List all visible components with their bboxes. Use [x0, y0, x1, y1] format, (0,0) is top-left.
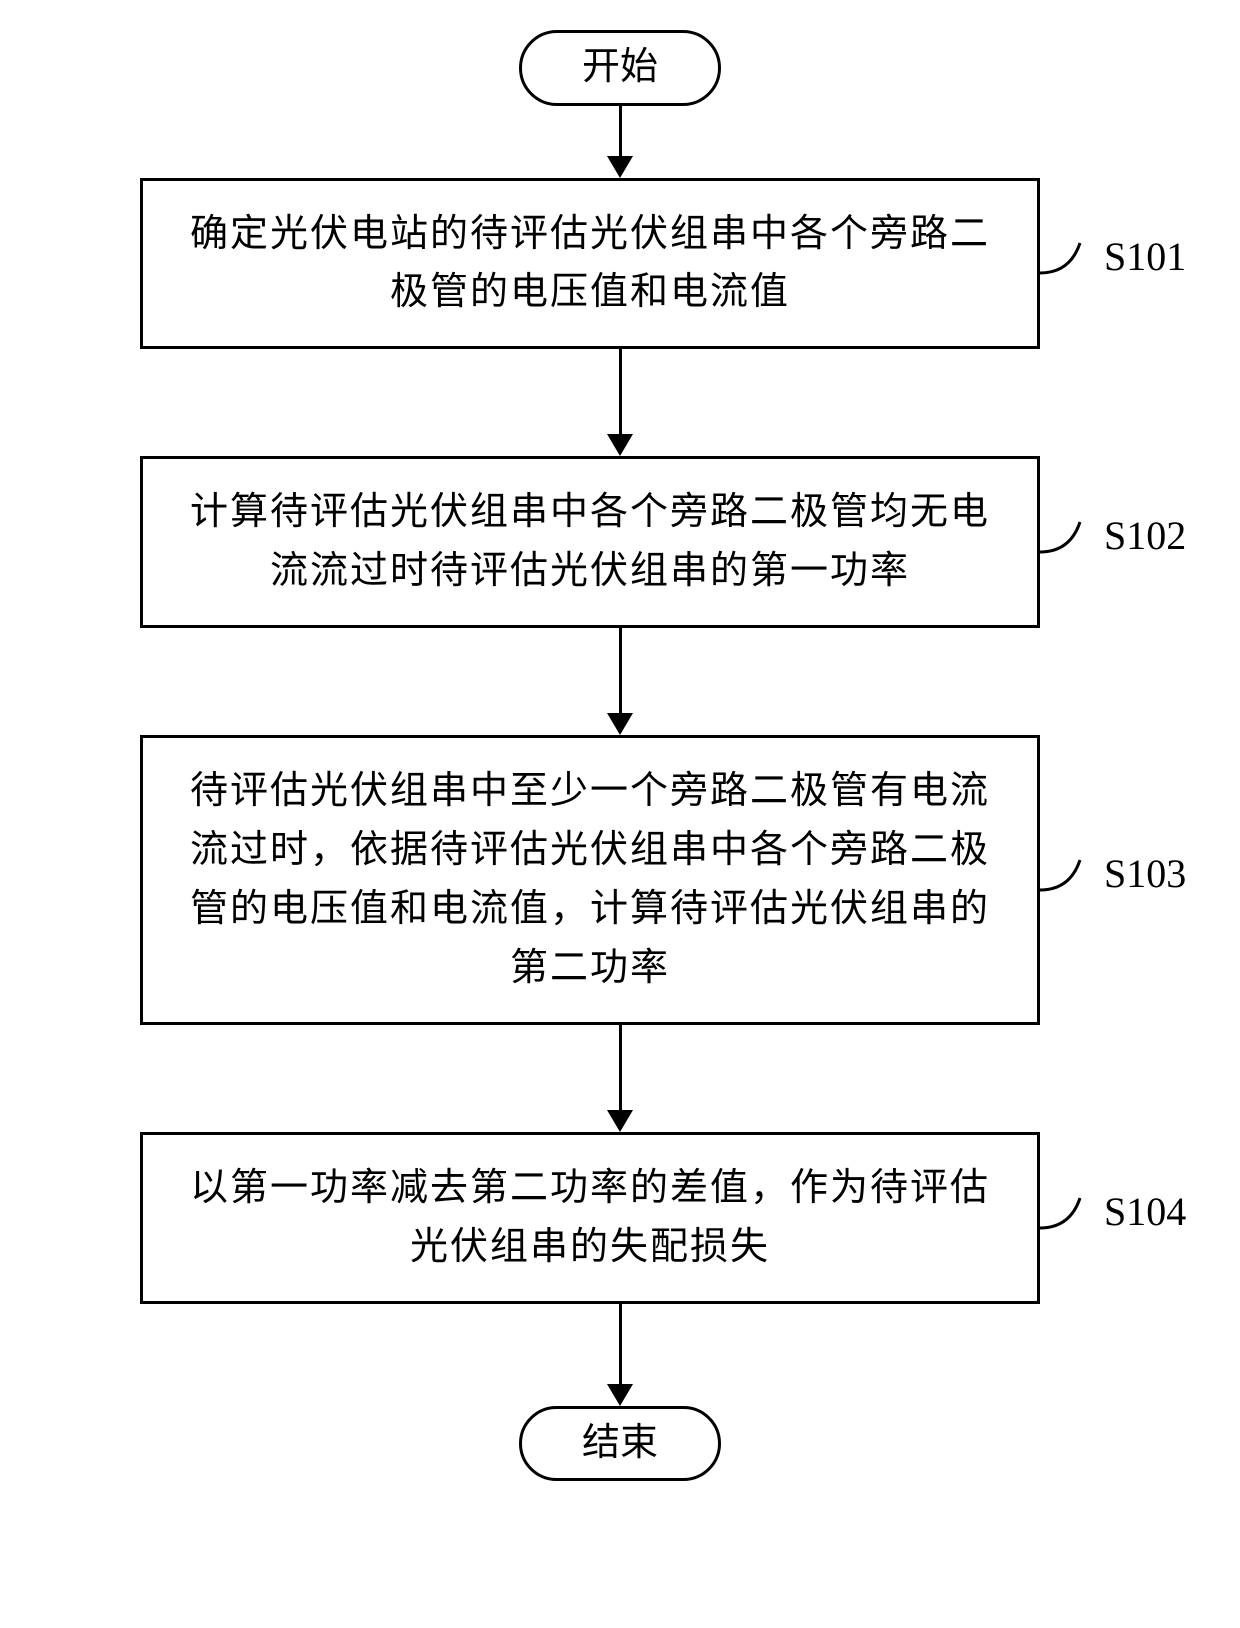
step-label-s103: S103	[1104, 850, 1186, 897]
arrow-3-head	[607, 1110, 633, 1132]
arrow-1	[607, 349, 633, 456]
step-row-s102: 计算待评估光伏组串中各个旁路二极管均无电流流过时待评估光伏组串的第一功率 S10…	[20, 456, 1220, 628]
step-row-s103: 待评估光伏组串中至少一个旁路二极管有电流流过时，依据待评估光伏组串中各个旁路二极…	[20, 735, 1220, 1025]
end-label: 结束	[582, 1422, 658, 1464]
process-s103: 待评估光伏组串中至少一个旁路二极管有电流流过时，依据待评估光伏组串中各个旁路二极…	[140, 735, 1040, 1025]
arrow-0	[607, 106, 633, 178]
step-row-s104: 以第一功率减去第二功率的差值，作为待评估光伏组串的失配损失 S104	[20, 1132, 1220, 1304]
label-wrap-s101: S101	[1040, 233, 1220, 293]
step-label-s102: S102	[1104, 512, 1186, 559]
process-s101-text: 确定光伏电站的待评估光伏组串中各个旁路二极管的电压值和电流值	[171, 205, 1009, 323]
arrow-1-head	[607, 434, 633, 456]
process-s102: 计算待评估光伏组串中各个旁路二极管均无电流流过时待评估光伏组串的第一功率	[140, 456, 1040, 628]
step-label-s101: S101	[1104, 233, 1186, 280]
arrow-4-shaft	[619, 1304, 622, 1384]
connector-curve-icon	[1040, 850, 1100, 910]
arrow-0-head	[607, 156, 633, 178]
process-s104-text: 以第一功率减去第二功率的差值，作为待评估光伏组串的失配损失	[171, 1159, 1009, 1277]
process-s103-text: 待评估光伏组串中至少一个旁路二极管有电流流过时，依据待评估光伏组串中各个旁路二极…	[171, 762, 1009, 998]
label-wrap-s102: S102	[1040, 512, 1220, 572]
arrow-4	[607, 1304, 633, 1406]
arrow-2-head	[607, 713, 633, 735]
arrow-1-shaft	[619, 349, 622, 434]
start-label: 开始	[582, 46, 658, 88]
arrow-4-head	[607, 1384, 633, 1406]
flowchart-container: 开始 确定光伏电站的待评估光伏组串中各个旁路二极管的电压值和电流值 S101 计…	[20, 30, 1220, 1481]
arrow-2-shaft	[619, 628, 622, 713]
arrow-3	[607, 1025, 633, 1132]
process-s102-text: 计算待评估光伏组串中各个旁路二极管均无电流流过时待评估光伏组串的第一功率	[171, 483, 1009, 601]
end-terminator: 结束	[519, 1406, 721, 1482]
step-row-s101: 确定光伏电站的待评估光伏组串中各个旁路二极管的电压值和电流值 S101	[20, 178, 1220, 350]
label-wrap-s103: S103	[1040, 850, 1220, 910]
connector-curve-icon	[1040, 512, 1100, 572]
connector-curve-icon	[1040, 233, 1100, 293]
arrow-0-shaft	[619, 106, 622, 156]
start-terminator: 开始	[519, 30, 721, 106]
arrow-2	[607, 628, 633, 735]
arrow-3-shaft	[619, 1025, 622, 1110]
label-wrap-s104: S104	[1040, 1188, 1220, 1248]
step-label-s104: S104	[1104, 1188, 1186, 1235]
process-s101: 确定光伏电站的待评估光伏组串中各个旁路二极管的电压值和电流值	[140, 178, 1040, 350]
connector-curve-icon	[1040, 1188, 1100, 1248]
process-s104: 以第一功率减去第二功率的差值，作为待评估光伏组串的失配损失	[140, 1132, 1040, 1304]
